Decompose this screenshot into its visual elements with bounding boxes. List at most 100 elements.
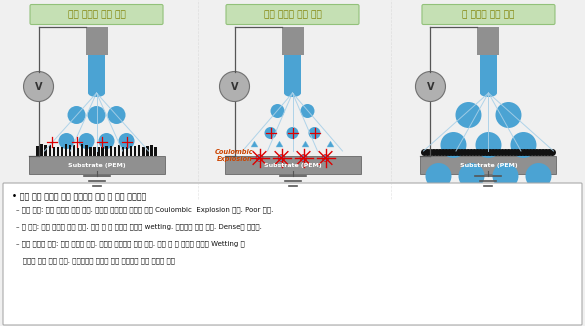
- Bar: [49, 145, 51, 156]
- Text: Substrate (PEM): Substrate (PEM): [460, 162, 517, 168]
- Circle shape: [543, 149, 550, 156]
- Circle shape: [78, 133, 95, 149]
- Bar: [146, 146, 149, 156]
- Text: V: V: [35, 82, 42, 92]
- Circle shape: [427, 149, 434, 156]
- Circle shape: [441, 132, 466, 158]
- Circle shape: [256, 155, 263, 161]
- Text: V: V: [426, 82, 434, 92]
- Bar: [93, 147, 96, 156]
- Ellipse shape: [480, 89, 497, 97]
- Bar: [421, 156, 556, 174]
- Circle shape: [511, 132, 536, 158]
- Circle shape: [264, 127, 277, 139]
- Circle shape: [425, 163, 452, 189]
- Circle shape: [464, 149, 472, 156]
- Text: 큰 크기의 초기 액적: 큰 크기의 초기 액적: [462, 10, 515, 19]
- Circle shape: [67, 106, 85, 124]
- Text: 작은 크기의 초기 액적: 작은 크기의 초기 액적: [264, 10, 321, 19]
- Bar: [281, 27, 304, 55]
- Ellipse shape: [284, 89, 301, 97]
- Bar: [81, 144, 84, 156]
- Circle shape: [476, 132, 501, 158]
- Circle shape: [471, 149, 478, 156]
- FancyBboxPatch shape: [226, 5, 359, 24]
- Circle shape: [446, 149, 453, 156]
- Circle shape: [508, 149, 515, 156]
- Circle shape: [459, 149, 466, 156]
- Polygon shape: [251, 141, 258, 147]
- Circle shape: [525, 163, 552, 189]
- Circle shape: [449, 149, 456, 156]
- Polygon shape: [327, 141, 334, 147]
- Circle shape: [524, 149, 531, 156]
- Circle shape: [300, 155, 307, 161]
- Circle shape: [459, 163, 484, 189]
- Circle shape: [219, 71, 249, 101]
- Text: Coulombic
Explosion: Coulombic Explosion: [215, 150, 254, 162]
- Circle shape: [530, 149, 537, 156]
- Text: – 작은 액적: 용매 잔류량 매우 작음. 과도한 정전기적 척력에 따른 Coulombic  Explosion 발생. Poor 코팅.: – 작은 액적: 용매 잔류량 매우 작음. 과도한 정전기적 척력에 따른 C…: [16, 206, 273, 213]
- Bar: [150, 145, 153, 156]
- Bar: [118, 145, 120, 156]
- Circle shape: [493, 163, 518, 189]
- Circle shape: [483, 149, 490, 156]
- Circle shape: [527, 149, 534, 156]
- Bar: [53, 147, 55, 156]
- Circle shape: [487, 149, 494, 156]
- FancyBboxPatch shape: [30, 5, 163, 24]
- Circle shape: [462, 149, 469, 156]
- Circle shape: [490, 149, 497, 156]
- Circle shape: [546, 149, 553, 156]
- Circle shape: [433, 149, 441, 156]
- Circle shape: [539, 149, 546, 156]
- Circle shape: [108, 106, 126, 124]
- Circle shape: [301, 104, 315, 118]
- Text: – 큰 액적: 용매 잔류량 매우 많음. 기판 및 기 코팅된 전극을 wetting. 부분적인 녹음 발생. Dense한 전극층.: – 큰 액적: 용매 잔류량 매우 많음. 기판 및 기 코팅된 전극을 wet…: [16, 223, 262, 230]
- Circle shape: [452, 149, 459, 156]
- FancyBboxPatch shape: [3, 183, 582, 325]
- Text: • 초기 액적 크기에 따른 전기분무 코팅 및 전극 세부구조: • 초기 액적 크기에 따른 전기분무 코팅 및 전극 세부구조: [12, 192, 146, 201]
- Bar: [477, 27, 500, 55]
- Circle shape: [455, 149, 462, 156]
- Text: 부분적 녹음 매우 적음. 덴드라이트 형상을 따라 수직구조 생성 가능성 높음: 부분적 녹음 매우 적음. 덴드라이트 형상을 따라 수직구조 생성 가능성 높…: [16, 257, 175, 264]
- Circle shape: [322, 155, 329, 161]
- Bar: [284, 55, 301, 93]
- Text: Substrate (PEM): Substrate (PEM): [68, 162, 125, 168]
- Bar: [73, 145, 75, 156]
- Circle shape: [518, 149, 525, 156]
- Circle shape: [270, 104, 284, 118]
- Bar: [113, 147, 116, 156]
- Bar: [88, 55, 105, 93]
- Bar: [29, 156, 164, 174]
- Bar: [126, 147, 128, 156]
- Circle shape: [511, 149, 518, 156]
- Circle shape: [521, 149, 528, 156]
- Bar: [69, 145, 71, 156]
- Circle shape: [477, 149, 484, 156]
- Bar: [134, 146, 136, 156]
- Circle shape: [468, 149, 475, 156]
- Circle shape: [88, 106, 105, 124]
- Circle shape: [421, 149, 428, 156]
- Circle shape: [119, 133, 135, 149]
- Bar: [122, 147, 124, 156]
- Circle shape: [58, 133, 74, 149]
- Circle shape: [23, 71, 53, 101]
- Circle shape: [495, 102, 521, 128]
- Circle shape: [474, 149, 481, 156]
- Bar: [97, 147, 100, 156]
- Circle shape: [443, 149, 450, 156]
- Bar: [77, 148, 80, 156]
- Circle shape: [456, 102, 481, 128]
- Bar: [142, 147, 144, 156]
- Bar: [44, 145, 47, 156]
- Polygon shape: [302, 141, 309, 147]
- Circle shape: [480, 149, 487, 156]
- Circle shape: [549, 149, 556, 156]
- Bar: [138, 145, 140, 156]
- Circle shape: [499, 149, 506, 156]
- Bar: [105, 146, 108, 156]
- Bar: [109, 146, 112, 156]
- Circle shape: [278, 155, 285, 161]
